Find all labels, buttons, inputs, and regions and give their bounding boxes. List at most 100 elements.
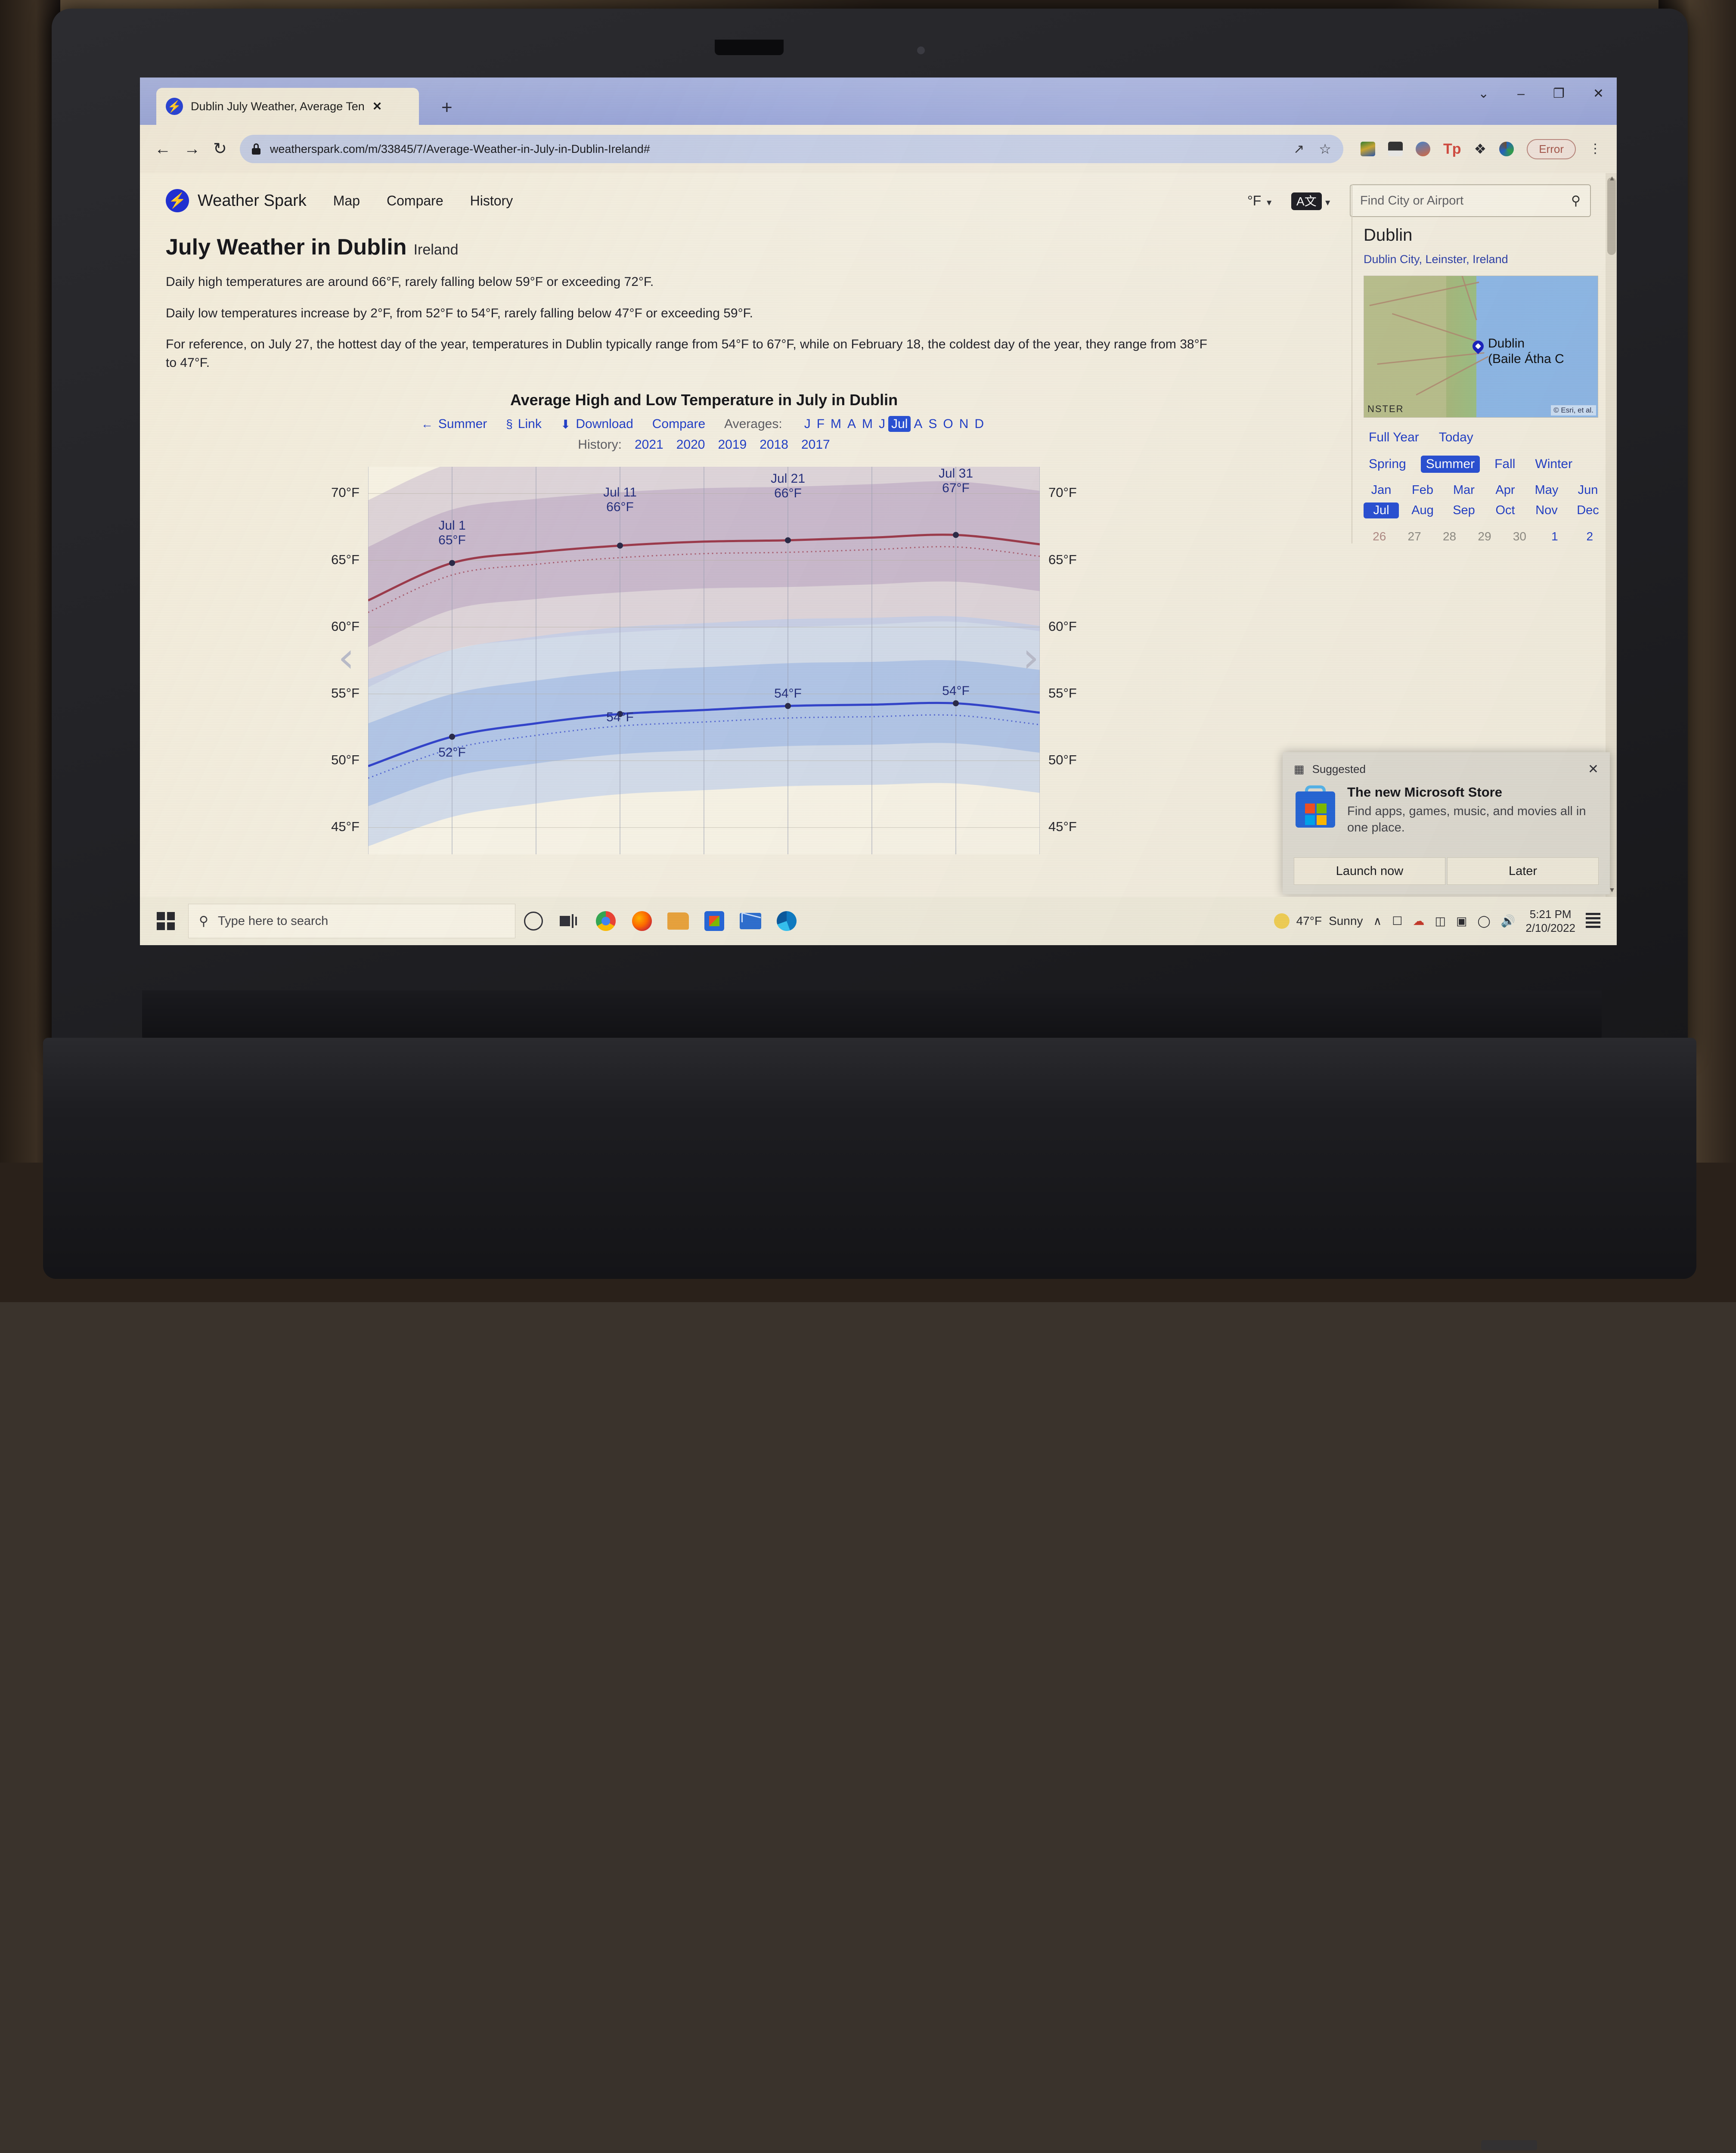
bookmark-star-icon[interactable]: ☆ [1319, 141, 1331, 157]
later-button[interactable]: Later [1447, 857, 1599, 885]
range-full-year[interactable]: Full Year [1364, 429, 1424, 446]
maximize-button[interactable]: ❐ [1553, 86, 1565, 101]
extension-icon-3[interactable] [1416, 142, 1430, 156]
chart-month-8[interactable]: S [925, 416, 940, 432]
nav-item-compare[interactable]: Compare [387, 193, 443, 209]
extension-icon-1[interactable] [1361, 142, 1375, 156]
link-button[interactable]: § Link [506, 417, 542, 431]
compare-button[interactable]: Compare [652, 417, 705, 431]
firefox-icon[interactable] [624, 897, 660, 945]
close-icon[interactable]: ✕ [372, 100, 382, 113]
nav-item-history[interactable]: History [470, 193, 513, 209]
edge-icon[interactable] [769, 897, 805, 945]
chart-month-0[interactable]: J [801, 416, 814, 432]
tray-expand-icon[interactable]: ∧ [1373, 915, 1382, 928]
launch-now-button[interactable]: Launch now [1294, 857, 1445, 885]
start-button[interactable] [149, 897, 182, 945]
close-window-button[interactable]: ✕ [1593, 86, 1604, 101]
history-year-2019[interactable]: 2019 [718, 437, 747, 452]
sidebar-month-dec[interactable]: Dec [1570, 503, 1606, 518]
error-badge[interactable]: Error [1527, 139, 1576, 159]
season-winter[interactable]: Winter [1530, 456, 1578, 473]
share-icon[interactable]: ↗ [1293, 142, 1304, 157]
onedrive-error-icon[interactable]: ☁ [1413, 915, 1424, 928]
wifi-icon[interactable]: ◯ [1477, 915, 1490, 928]
volume-icon[interactable]: 🔊 [1501, 914, 1516, 928]
chart-next-button[interactable]: › [1023, 637, 1039, 678]
mail-icon[interactable] [732, 897, 769, 945]
sidebar-month-nov[interactable]: Nov [1529, 503, 1564, 518]
battery-icon[interactable]: ◫ [1435, 915, 1446, 928]
profile-avatar[interactable] [1499, 142, 1514, 156]
back-button[interactable]: ← [155, 141, 171, 157]
brand[interactable]: ⚡ Weather Spark [166, 189, 307, 212]
cortana-button[interactable] [515, 897, 552, 945]
sidebar-day-26[interactable]: 26 [1364, 530, 1395, 543]
chart-month-9[interactable]: O [940, 416, 956, 432]
device-icon[interactable]: ☐ [1392, 915, 1402, 928]
chart-month-11[interactable]: D [971, 416, 987, 432]
chart-month-4[interactable]: M [859, 416, 876, 432]
history-year-2020[interactable]: 2020 [676, 437, 705, 452]
action-icon[interactable]: ▣ [1456, 915, 1467, 928]
chart-month-7[interactable]: A [911, 416, 925, 432]
minimize-button[interactable]: – [1517, 87, 1525, 101]
chart-month-6[interactable]: Jul [888, 416, 911, 432]
nav-item-map[interactable]: Map [333, 193, 360, 209]
chart-month-3[interactable]: A [844, 416, 859, 432]
task-view-button[interactable] [552, 897, 588, 945]
location-map[interactable]: Dublin (Baile Átha C NSTER © Esri, et al… [1364, 276, 1598, 418]
sidebar-day-27[interactable]: 27 [1398, 530, 1430, 543]
sidebar-month-mar[interactable]: Mar [1446, 482, 1482, 498]
sidebar-day-30[interactable]: 30 [1504, 530, 1535, 543]
close-icon[interactable]: ✕ [1588, 762, 1599, 777]
chrome-icon[interactable] [588, 897, 624, 945]
sidebar-month-feb[interactable]: Feb [1405, 482, 1440, 498]
sidebar-month-jun[interactable]: Jun [1570, 482, 1606, 498]
history-year-2021[interactable]: 2021 [635, 437, 663, 452]
sidebar-month-may[interactable]: May [1529, 482, 1564, 498]
chart-month-5[interactable]: J [876, 416, 888, 432]
file-explorer-icon[interactable] [660, 897, 696, 945]
season-spring[interactable]: Spring [1364, 456, 1411, 473]
microsoft-store-icon[interactable] [696, 897, 732, 945]
extensions-puzzle-icon[interactable]: ❖ [1474, 141, 1487, 157]
extension-icon-2[interactable] [1388, 142, 1403, 156]
sidebar-month-aug[interactable]: Aug [1405, 503, 1440, 518]
unit-toggle[interactable]: °F ▼ [1247, 193, 1273, 209]
sidebar-day-29[interactable]: 29 [1469, 530, 1500, 543]
chart-month-1[interactable]: F [814, 416, 828, 432]
chart-month-10[interactable]: N [956, 416, 972, 432]
taskbar-search-input[interactable]: ⚲ Type here to search [188, 904, 515, 938]
history-year-2018[interactable]: 2018 [760, 437, 788, 452]
season-summer[interactable]: Summer [1421, 456, 1480, 473]
chart-month-2[interactable]: M [828, 416, 844, 432]
sidebar-month-apr[interactable]: Apr [1488, 482, 1523, 498]
extension-icon-tp[interactable]: Tp [1443, 141, 1461, 158]
sidebar-month-jan[interactable]: Jan [1364, 482, 1399, 498]
language-toggle[interactable]: A文 ▼ [1291, 192, 1332, 209]
sidebar-month-jul[interactable]: Jul [1364, 503, 1399, 518]
sidebar-month-sep[interactable]: Sep [1446, 503, 1482, 518]
history-year-2017[interactable]: 2017 [801, 437, 830, 452]
sidebar-day-28[interactable]: 28 [1434, 530, 1465, 543]
browser-menu-button[interactable]: ⋮ [1589, 145, 1602, 153]
browser-tab[interactable]: ⚡ Dublin July Weather, Average Ten ✕ [156, 88, 419, 125]
taskbar-clock[interactable]: 5:21 PM 2/10/2022 [1525, 907, 1575, 935]
reload-button[interactable]: ↻ [213, 141, 227, 157]
chevron-down-icon[interactable]: ⌄ [1478, 86, 1489, 101]
scrollbar-thumb[interactable] [1607, 177, 1616, 255]
address-bar[interactable]: weatherspark.com/m/33845/7/Average-Weath… [240, 135, 1343, 163]
taskbar-weather[interactable]: 47°F Sunny [1274, 913, 1363, 929]
sidebar-region[interactable]: Dublin City, Leinster, Ireland [1364, 253, 1606, 266]
new-tab-button[interactable]: + [441, 98, 453, 117]
forward-button[interactable]: → [184, 141, 200, 157]
summer-link[interactable]: ← Summer [421, 417, 487, 431]
sidebar-month-oct[interactable]: Oct [1488, 503, 1523, 518]
download-button[interactable]: ⬇ Download [561, 417, 633, 431]
scroll-up-arrow[interactable]: ▲ [1609, 175, 1615, 183]
range-today[interactable]: Today [1434, 429, 1479, 446]
season-fall[interactable]: Fall [1489, 456, 1520, 473]
chart-prev-button[interactable]: ‹ [338, 637, 354, 678]
